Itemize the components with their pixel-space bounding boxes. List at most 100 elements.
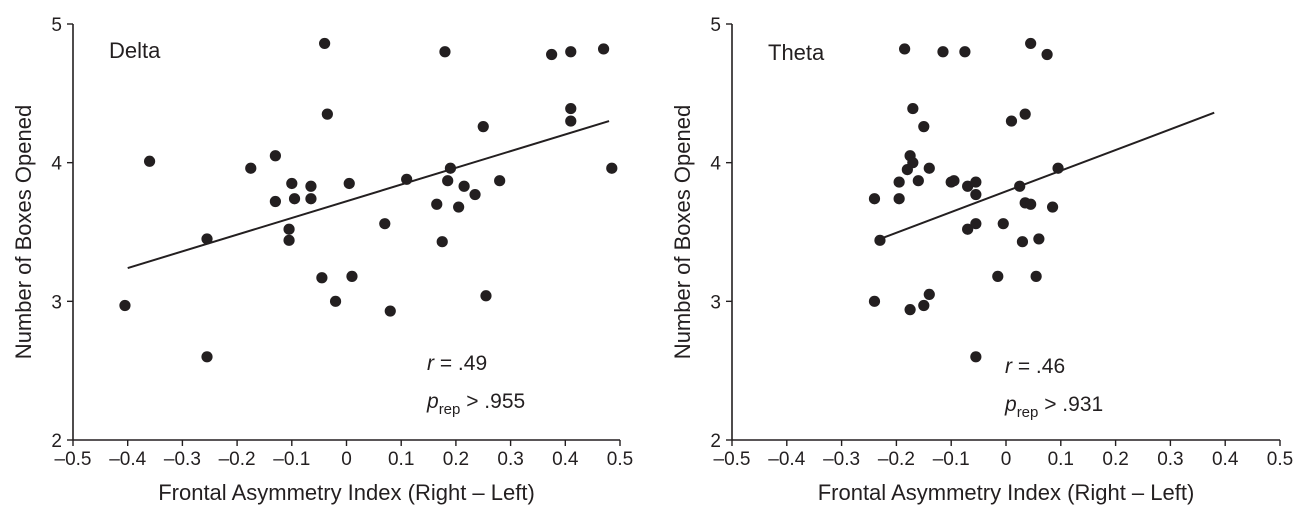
chart-panel-delta: –0.5 –0.4 –0.3 –0.2 –0.1 0 0.1 0.2 0.3 0.4 0.5 2 3 4 5… [11, 15, 633, 505]
x-tick-label: –0.3 [823, 449, 860, 470]
x-tick-label: 0.5 [1267, 449, 1293, 470]
data-point [269, 195, 281, 208]
x-tick-label: 0.4 [552, 449, 579, 470]
data-point [1046, 201, 1059, 213]
data-point [937, 46, 949, 58]
data-point [1014, 180, 1026, 192]
data-point [868, 295, 881, 307]
data-point [1041, 48, 1053, 61]
data-point [119, 299, 131, 312]
panel-label: Theta [768, 40, 825, 65]
data-point [1005, 115, 1018, 127]
data-point [899, 43, 911, 55]
r-value: = .46 [1012, 355, 1065, 378]
x-tick-label: 0.2 [1102, 449, 1128, 470]
regression-line [127, 120, 610, 270]
data-point [923, 162, 935, 174]
data-point [494, 175, 506, 187]
data-point [565, 46, 577, 58]
y-axis-title: Number of Boxes Opened [11, 105, 36, 359]
chart-panel-theta: –0.5 –0.4 –0.3 –0.2 –0.1 0 0.1 0.2 0.3 0.4 0.5 2 3 4 5… [670, 15, 1293, 505]
data-point [1019, 108, 1031, 120]
data-point [201, 233, 213, 245]
data-point [1016, 236, 1029, 248]
data-point [143, 155, 156, 167]
y-tick-label: 5 [710, 15, 721, 36]
data-point [565, 115, 577, 127]
x-tick-label: 0.1 [1048, 449, 1074, 470]
data-point [453, 201, 465, 213]
data-point [565, 102, 577, 115]
data-point [992, 270, 1004, 282]
data-point [948, 175, 960, 187]
data-point [305, 193, 317, 205]
x-tick-label: 0.2 [443, 449, 469, 470]
x-tick-label: –0.1 [273, 449, 310, 470]
y-tick-label: 4 [51, 154, 62, 175]
p-value: > .955 [460, 390, 525, 413]
data-point [912, 175, 924, 187]
x-axis-title: Frontal Asymmetry Index (Right – Left) [158, 480, 535, 505]
x-tick-label: –0.2 [878, 449, 915, 470]
r-value: = .49 [434, 352, 487, 375]
data-point [923, 288, 935, 300]
x-tick-label: –0.5 [55, 449, 92, 470]
data-point [962, 223, 974, 235]
x-tick-label: 0.3 [497, 449, 523, 470]
x-tick-label: 0.5 [607, 449, 633, 470]
x-tick-label: 0 [341, 449, 352, 470]
data-point [319, 37, 331, 50]
data-point [245, 162, 257, 174]
data-point [343, 177, 355, 190]
data-point [970, 176, 982, 188]
data-point [283, 234, 295, 246]
x-tick-label: –0.4 [768, 449, 805, 470]
data-point [316, 272, 328, 284]
data-point [439, 46, 451, 58]
data-point [477, 121, 489, 133]
data-point [444, 162, 457, 174]
x-tick-label: 0.4 [1212, 449, 1239, 470]
data-point [346, 270, 358, 282]
y-tick-label: 2 [710, 431, 721, 452]
data-point [904, 304, 916, 316]
data-point [286, 177, 298, 190]
data-point [893, 193, 905, 205]
y-tick-label: 3 [51, 292, 62, 313]
x-tick-label: –0.4 [109, 449, 146, 470]
data-point [597, 43, 610, 55]
data-point [458, 180, 470, 192]
data-point [918, 299, 930, 312]
data-point [606, 162, 618, 174]
p-symbol: p [1004, 393, 1017, 416]
x-tick-label: 0.3 [1157, 449, 1183, 470]
data-point [379, 218, 391, 230]
data-point [1030, 270, 1042, 282]
data-point [893, 176, 905, 188]
data-point [321, 108, 333, 120]
data-point [269, 150, 281, 162]
y-tick-label: 2 [51, 431, 62, 452]
x-tick-label: –0.1 [933, 449, 970, 470]
data-point [546, 48, 558, 61]
x-tick-label: 0 [1001, 449, 1012, 470]
p-rep-statistic: prep > .931 [1004, 393, 1103, 421]
data-point [907, 102, 919, 115]
data-point [480, 290, 492, 302]
y-tick-label: 3 [710, 292, 721, 313]
data-point [288, 193, 301, 205]
data-point [283, 223, 295, 235]
r-statistic: r = .49 [427, 352, 487, 375]
data-point [997, 218, 1009, 230]
y-tick-label: 4 [710, 154, 721, 175]
data-point [970, 351, 982, 363]
data-point [201, 351, 213, 363]
data-point [1033, 233, 1045, 245]
y-axis-title: Number of Boxes Opened [670, 105, 695, 359]
data-point [436, 236, 448, 248]
x-tick-label: 0.1 [388, 449, 414, 470]
x-tick-label: –0.2 [219, 449, 256, 470]
p-rep-statistic: prep > .955 [426, 390, 525, 418]
